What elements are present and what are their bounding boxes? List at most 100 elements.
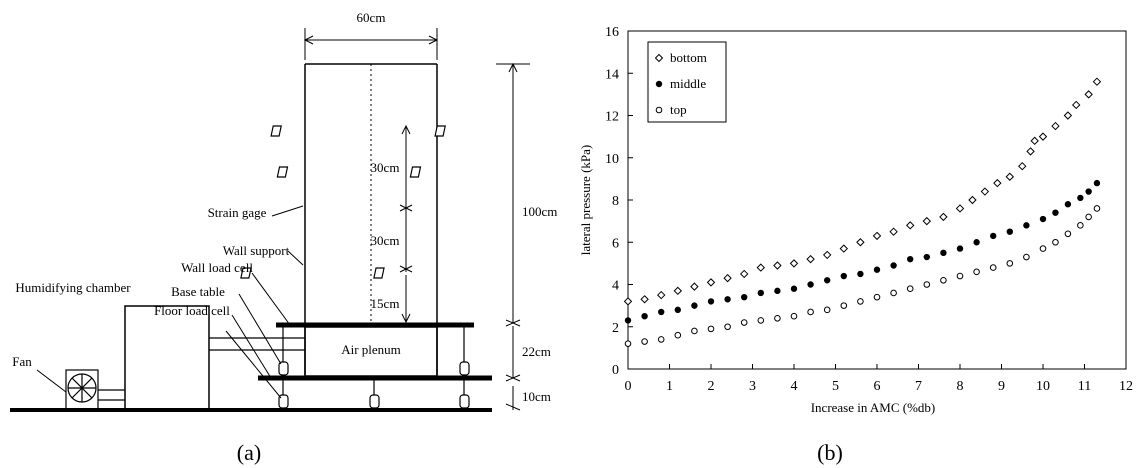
legend-bottom-label: bottom (670, 50, 707, 65)
point-bottom (1051, 121, 1060, 131)
y-tick-label: 0 (612, 363, 619, 378)
spacing-30-upper: 30cm (371, 160, 400, 175)
point-top (1064, 230, 1072, 238)
point-bottom (723, 273, 732, 283)
floor-load-cell-label: Floor load cell (154, 303, 230, 318)
point-top (1085, 213, 1092, 221)
point-bottom (1092, 77, 1102, 86)
fan-label: Fan (12, 354, 32, 369)
point-bottom (673, 286, 683, 296)
point-middle (741, 293, 748, 301)
x-tick-label: 8 (957, 379, 964, 394)
legend-marker-top (655, 106, 663, 114)
point-top (906, 285, 914, 293)
point-middle (774, 287, 781, 295)
point-bottom (773, 261, 782, 270)
y-tick-label: 12 (605, 110, 619, 125)
point-top (740, 319, 748, 326)
humidifying-chamber-box (124, 305, 210, 411)
point-top (923, 281, 931, 288)
height-100: 100cm (522, 204, 557, 219)
point-middle (757, 289, 764, 297)
height-dimensions (496, 62, 530, 411)
legend-marker-middle (655, 80, 663, 88)
point-top (973, 268, 980, 276)
point-top (674, 331, 682, 339)
point-top (857, 298, 864, 305)
x-tick-label: 1 (666, 379, 673, 394)
point-top (641, 338, 648, 345)
point-top (940, 276, 947, 284)
x-axis: 0 1 2 3 4 5 6 7 8 9 10 11 12 (625, 364, 1133, 394)
x-tick-label: 5 (832, 379, 839, 394)
x-tick-label: 9 (998, 379, 1005, 394)
x-tick-label: 4 (791, 379, 798, 394)
wall-support-label: Wall support (223, 243, 290, 258)
point-middle (907, 255, 914, 263)
data-points (623, 77, 1102, 347)
point-top (956, 272, 964, 280)
y-tick-label: 14 (605, 67, 619, 82)
strain-gages (240, 125, 446, 279)
point-middle (658, 308, 665, 316)
point-top (790, 312, 798, 320)
ducts (98, 337, 305, 401)
air-plenum-label: Air plenum (341, 342, 401, 357)
legend-marker-bottom (654, 53, 664, 63)
point-top (691, 327, 698, 335)
point-middle (1052, 209, 1059, 216)
point-bottom (1071, 100, 1081, 110)
point-bottom (623, 297, 633, 306)
point-middle (691, 302, 698, 309)
apparatus-diagram: 60cm 30cm 30cm 15cm 100cm (10, 10, 557, 465)
point-top (624, 340, 632, 347)
point-top (840, 302, 848, 309)
point-bottom (1038, 132, 1048, 141)
point-top (1039, 245, 1047, 252)
caption-a: (a) (237, 440, 261, 465)
point-middle (624, 317, 632, 324)
point-middle (940, 249, 947, 257)
point-top (707, 325, 715, 333)
point-bottom (739, 269, 749, 279)
width-label: 60cm (357, 10, 386, 25)
point-middle (956, 245, 964, 252)
point-top (1006, 260, 1014, 267)
y-tick-label: 10 (605, 152, 619, 167)
y-tick-label: 4 (612, 279, 619, 294)
point-bottom (856, 238, 865, 247)
point-bottom (822, 250, 832, 260)
x-tick-label: 6 (874, 379, 881, 394)
point-middle (807, 281, 814, 288)
x-tick-label: 12 (1119, 379, 1133, 394)
spacing-15: 15cm (371, 296, 400, 311)
point-middle (990, 232, 997, 240)
point-middle (973, 239, 980, 246)
point-bottom (922, 216, 932, 226)
legend-middle-label: middle (670, 76, 706, 91)
point-bottom (939, 212, 948, 222)
point-top (1023, 253, 1030, 261)
y-axis: 0 2 4 6 8 10 12 14 16 (605, 25, 633, 378)
height-10: 10cm (522, 389, 551, 404)
point-bottom (1084, 90, 1093, 99)
point-bottom (756, 263, 766, 272)
point-bottom (905, 221, 915, 230)
wall-load-cell-label: Wall load cell (181, 260, 253, 275)
point-middle (641, 312, 648, 320)
strain-gage-label: Strain gage (208, 205, 267, 220)
point-bottom (690, 282, 699, 291)
point-bottom (1018, 161, 1027, 171)
point-top (890, 289, 897, 297)
point-middle (707, 298, 715, 305)
point-top (823, 306, 831, 314)
point-bottom (839, 244, 849, 253)
point-middle (674, 306, 681, 314)
point-top (1077, 222, 1084, 229)
point-bottom (1063, 111, 1073, 120)
y-tick-label: 6 (612, 236, 619, 251)
x-tick-label: 11 (1078, 379, 1091, 394)
x-tick-label: 3 (749, 379, 756, 394)
point-middle (840, 272, 847, 280)
